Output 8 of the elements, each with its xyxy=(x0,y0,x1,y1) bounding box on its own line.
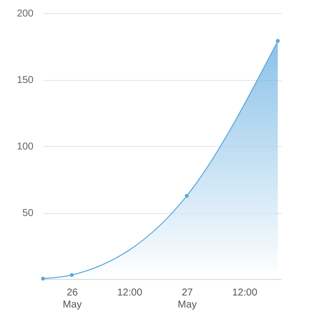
x-tick-label: 12:00 xyxy=(232,288,258,298)
x-tick-label: 26 May xyxy=(62,288,82,310)
x-tick-label: 27 May xyxy=(178,288,197,310)
y-tick-label: 50 xyxy=(22,208,34,219)
x-tick-label: 12:00 xyxy=(117,288,143,298)
y-tick-label: 200 xyxy=(16,8,34,20)
y-tick-label: 150 xyxy=(16,75,34,86)
y-tick-label: 100 xyxy=(16,142,34,152)
